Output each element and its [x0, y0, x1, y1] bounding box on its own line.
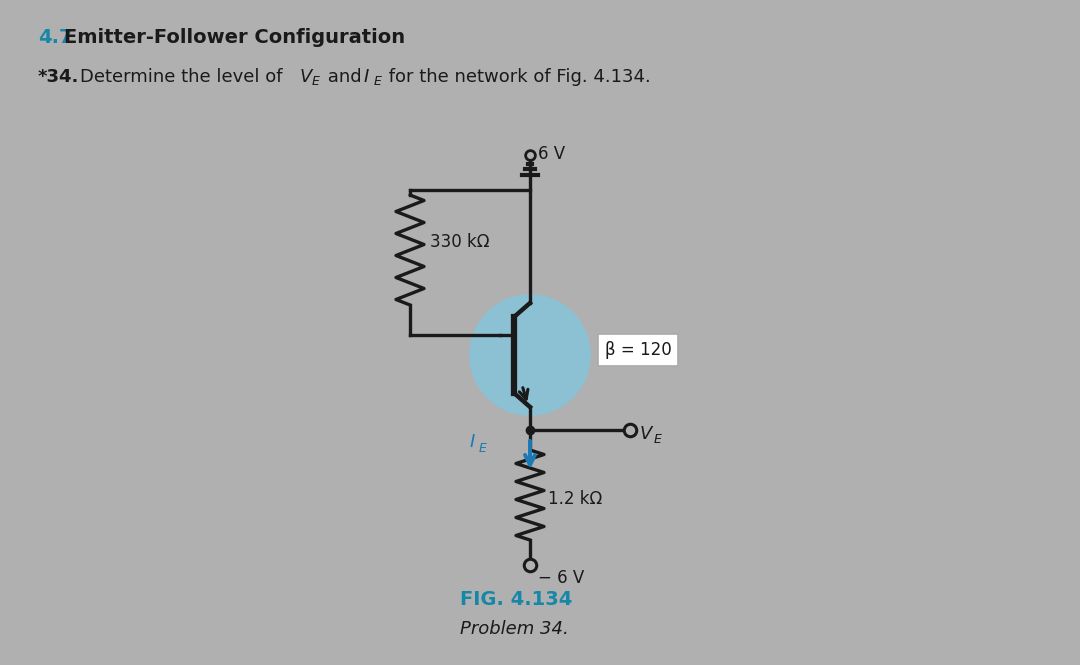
Text: Determine the level of: Determine the level of: [80, 68, 288, 86]
Text: *34.: *34.: [38, 68, 79, 86]
Text: E: E: [480, 442, 487, 454]
Text: FIG. 4.134: FIG. 4.134: [460, 590, 572, 609]
Text: V: V: [640, 425, 652, 443]
Text: Problem 34.: Problem 34.: [460, 620, 569, 638]
Text: E: E: [312, 75, 320, 88]
Text: − 6 V: − 6 V: [538, 569, 584, 587]
Text: and: and: [322, 68, 367, 86]
Text: for the network of Fig. 4.134.: for the network of Fig. 4.134.: [383, 68, 651, 86]
Text: I: I: [470, 433, 475, 451]
Text: E: E: [374, 75, 382, 88]
Text: β = 120: β = 120: [605, 341, 672, 359]
Text: Emitter-Follower Configuration: Emitter-Follower Configuration: [64, 28, 405, 47]
Text: 1.2 kΩ: 1.2 kΩ: [548, 490, 603, 508]
Text: I: I: [364, 68, 369, 86]
Circle shape: [470, 295, 590, 415]
Text: E: E: [654, 432, 662, 446]
Text: 6 V: 6 V: [538, 145, 565, 163]
Text: 4.7: 4.7: [38, 28, 72, 47]
Text: 330 kΩ: 330 kΩ: [430, 233, 489, 251]
Text: V: V: [300, 68, 312, 86]
